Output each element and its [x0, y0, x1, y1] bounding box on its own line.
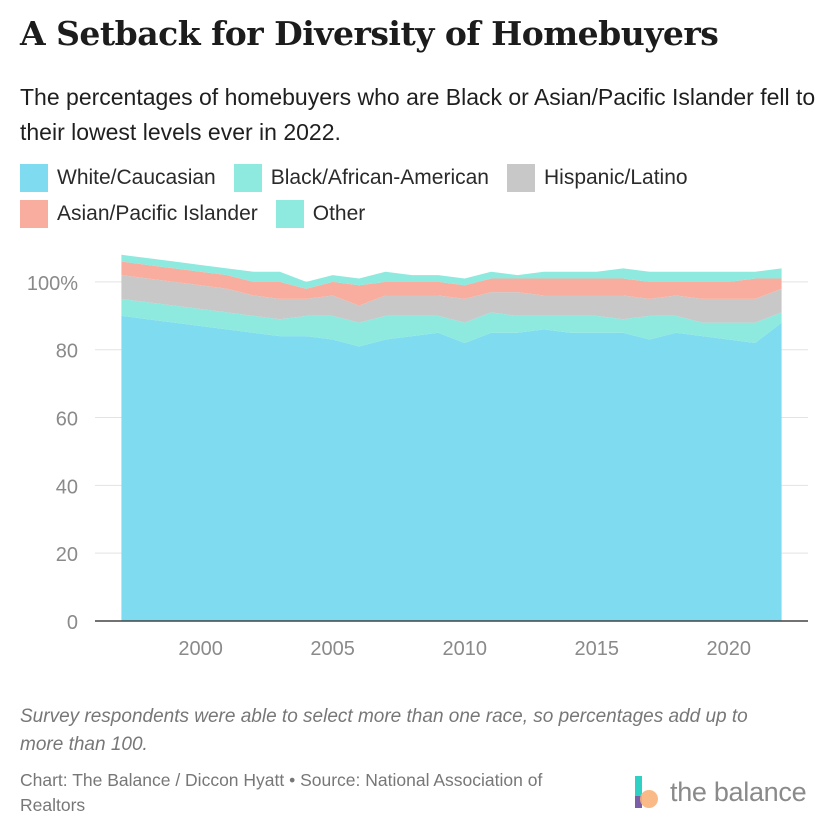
legend-label-other: Other [312, 202, 366, 225]
legend-swatch-hispanic [506, 164, 535, 192]
legend-label-asian: Asian/Pacific Islander [57, 202, 258, 225]
footnote: Survey respondents were able to select m… [20, 706, 748, 755]
legend-label-black: Black/African-American [270, 166, 489, 189]
the-balance-logo-icon [635, 776, 658, 808]
y-tick-label: 0 [67, 612, 78, 634]
area-series-black [121, 298, 782, 347]
x-tick-label: 2005 [310, 638, 355, 660]
legend-item-black: Black/African-American [233, 164, 489, 192]
legend-swatch-asian [20, 200, 48, 228]
legend-item-hispanic: Hispanic/Latino [506, 164, 688, 192]
y-tick-label: 100% [27, 273, 78, 295]
legend-item-white: White/Caucasian [20, 164, 216, 192]
y-tick-label: 60 [56, 409, 78, 431]
x-tick-label: 2010 [442, 638, 487, 660]
x-tick-label: 2015 [574, 638, 619, 660]
brand-logo-lockup: the balance [632, 772, 807, 812]
chart-area: 0 20 40 60 80 100% 2000 2005 2010 2015 2020 [0, 240, 840, 670]
y-tick-label: 20 [56, 544, 78, 566]
y-tick-label: 80 [56, 341, 78, 363]
area-series-asian [121, 261, 782, 306]
source-credit: Chart: The Balance / Diccon Hyatt • Sour… [20, 770, 543, 815]
chart-title: A Setback for Diversity of Homebuyers [20, 14, 719, 53]
x-tick-label: 2020 [707, 638, 752, 660]
y-tick-label: 40 [56, 476, 78, 498]
area-series-hispanic [121, 275, 782, 323]
legend-item-other: Other [275, 200, 366, 228]
area-series-white [121, 315, 782, 621]
x-tick-label: 2000 [178, 638, 223, 660]
area-chart: 0 20 40 60 80 100% 2000 2005 2010 2015 2020 [27, 254, 808, 660]
legend-swatch-white [20, 164, 48, 192]
brand-wordmark: the balance [670, 776, 807, 807]
chart-subtitle: The percentages of homebuyers who are Bl… [20, 84, 816, 145]
legend-swatch-other [275, 200, 304, 228]
legend-label-hispanic: Hispanic/Latino [543, 166, 688, 189]
area-series-other [121, 254, 782, 289]
chart-legend: White/Caucasian Black/African-American His… [20, 164, 830, 228]
legend-label-white: White/Caucasian [57, 166, 216, 189]
legend-item-asian: Asian/Pacific Islander [20, 200, 258, 228]
legend-swatch-black [233, 164, 262, 192]
